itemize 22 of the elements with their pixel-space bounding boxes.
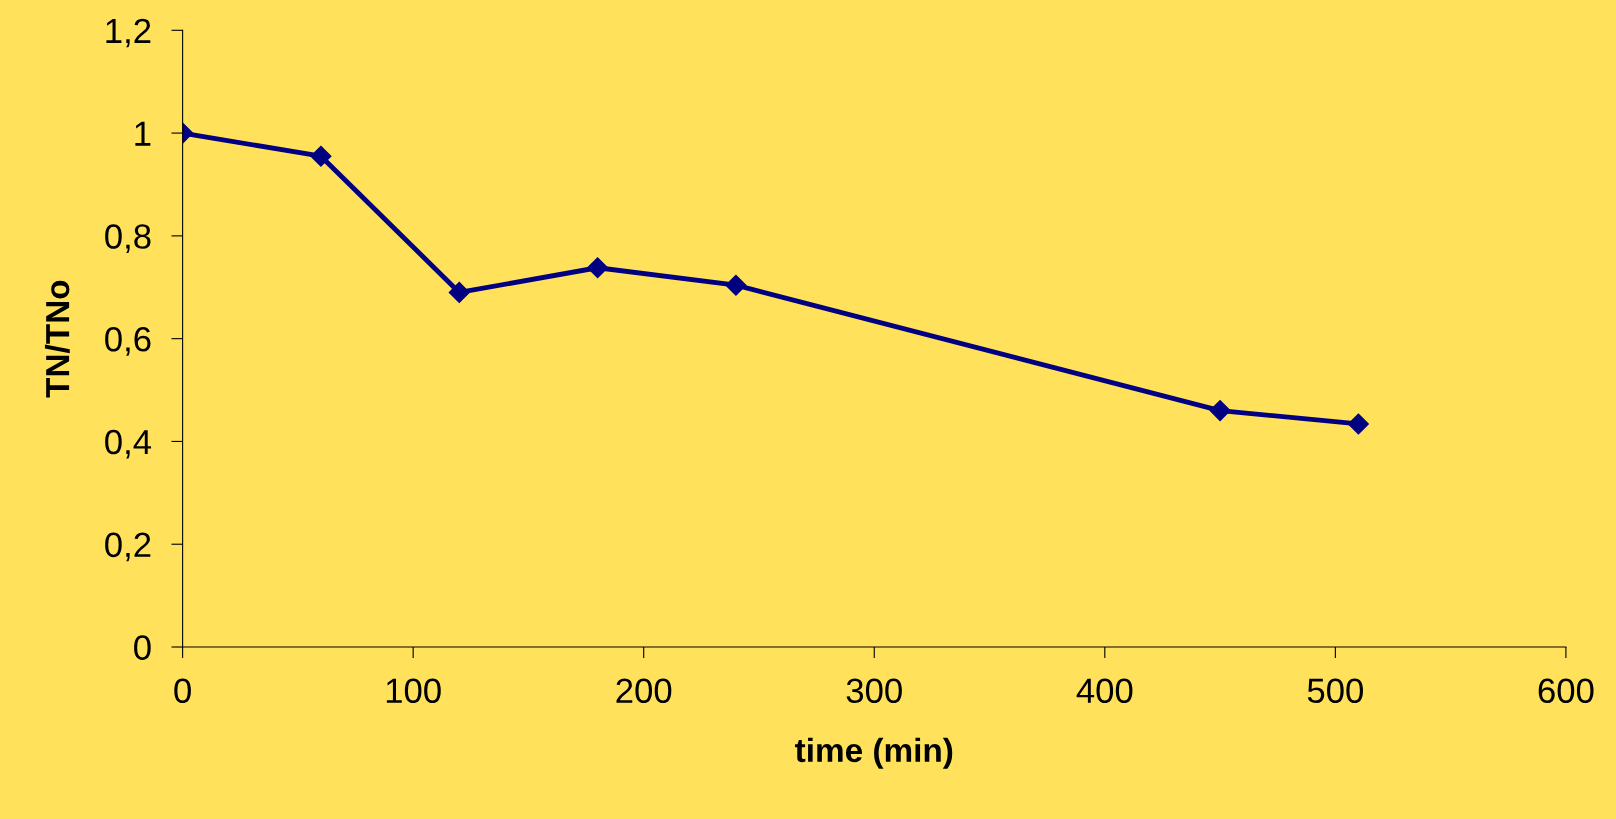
point	[587, 257, 609, 279]
point	[725, 274, 747, 296]
y-tick-label: 0,8	[105, 224, 151, 253]
point	[310, 145, 332, 167]
x-axis-title: time (min)	[795, 737, 953, 769]
x-tick-label: 0	[174, 678, 191, 704]
point	[448, 281, 470, 303]
y-tick-label: 0,2	[105, 532, 151, 562]
x-tick-label: 400	[1076, 678, 1133, 704]
y-tick-label: 1,2	[106, 18, 151, 48]
y-tick-label: 1	[135, 121, 151, 146]
x-tick-label: 200	[616, 678, 672, 704]
y-tick-label: 0	[134, 635, 151, 660]
y-tick-label: 0,4	[105, 429, 152, 459]
x-tick-label: 300	[846, 678, 902, 704]
x-tick-label: 600	[1538, 678, 1594, 704]
y-tick-label: 0,6	[105, 326, 151, 356]
point	[1347, 413, 1369, 435]
point	[1209, 400, 1231, 422]
x-tick-label: 500	[1307, 678, 1363, 704]
y-axis-title: TN/TNo	[44, 280, 70, 398]
x-tick-label: 100	[386, 678, 441, 704]
